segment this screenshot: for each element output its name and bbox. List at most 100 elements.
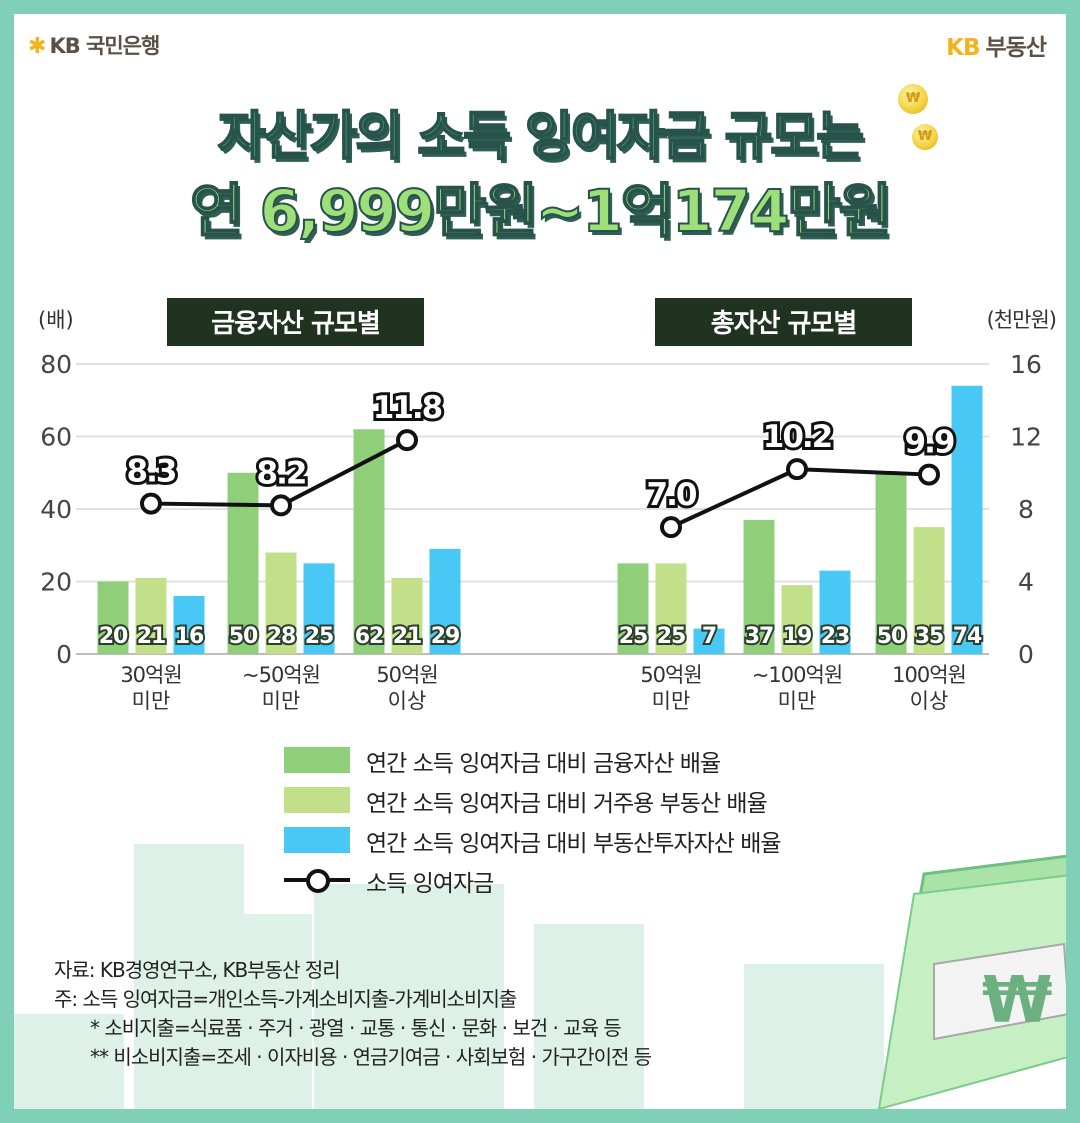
- bar: [875, 472, 907, 654]
- combo-chart: (배) (천만원) 0 20 40 60 80 0 4 8 12 16 금융자산 규모별 20 21 16 30…: [38, 298, 1057, 713]
- infographic-frame: ₩ ✱ KB 국민은행 KB 부동산 자산가의 소득 잉여자금 규모는 연 6,99…: [14, 14, 1066, 1109]
- panel-label-box: [167, 298, 424, 346]
- bar: [303, 563, 335, 654]
- coin-symbol: ₩: [905, 91, 921, 106]
- bar: [429, 548, 461, 654]
- background-building: [134, 844, 244, 1109]
- background-building: [314, 884, 504, 1109]
- background-building: [534, 924, 644, 1109]
- bar-value-label: 23: [821, 624, 850, 649]
- category-label: ~100억원: [752, 663, 842, 687]
- category-label: 이상: [910, 689, 949, 713]
- kb-realty-logo: KB 부동산: [946, 28, 1047, 62]
- surplus-point: [786, 458, 808, 481]
- bar: [951, 385, 983, 654]
- background-building: [14, 1014, 124, 1109]
- left-tick-label: 40: [40, 495, 72, 524]
- consumption-note: * 소비지출=식료품 · 주거 · 광열 · 교통 · 통신 · 문화 · 보건…: [90, 1016, 622, 1040]
- category-label: 미만: [132, 689, 171, 713]
- panel-label: 총자산 규모별: [711, 309, 857, 339]
- right-tick-label: 4: [1018, 568, 1034, 597]
- coin-icon: ₩: [898, 84, 928, 114]
- realty-logo-kb: KB: [946, 35, 980, 61]
- bar-value-label: 7: [702, 624, 716, 649]
- bar-value-label: 28: [267, 624, 296, 649]
- surplus-point: [660, 516, 682, 539]
- left-tick-label: 60: [40, 423, 72, 452]
- surplus-value-label: 8.2: [257, 455, 306, 491]
- title-line-2: 연 6,999만원~1억174만원: [189, 176, 893, 246]
- category-label: 이상: [388, 689, 427, 713]
- legend-dot-marker: [306, 869, 330, 893]
- category-label: 50억원: [640, 663, 701, 687]
- bar: [135, 577, 167, 654]
- surplus-point: [140, 492, 162, 515]
- surplus-value-label: 11.8: [373, 390, 442, 426]
- category-label: 미만: [262, 689, 301, 713]
- kb-star-icon: ✱: [28, 34, 46, 59]
- surplus-point: [396, 429, 418, 452]
- bar: [743, 519, 775, 654]
- bar-value-label: 50: [877, 624, 906, 649]
- right-axis-unit: (천만원): [987, 308, 1056, 332]
- non-consumption-note: ** 비소비지출=조세 · 이자비용 · 연금기여금 · 사회보험 · 가구간이…: [90, 1045, 652, 1069]
- bar: [781, 585, 813, 654]
- legend-swatch-investment: [284, 827, 350, 853]
- left-axis-unit: (배): [38, 308, 74, 332]
- legend-swatch-financial: [284, 747, 350, 773]
- bar: [173, 596, 205, 654]
- bar-value-label: 20: [99, 624, 128, 649]
- panel-label-box: [655, 298, 912, 346]
- bar: [265, 552, 297, 654]
- kb-kookmin-bank-logo: ✱ KB 국민은행: [28, 30, 160, 60]
- category-label: 100억원: [892, 663, 966, 687]
- surplus-point: [918, 463, 940, 486]
- source-note: 자료: KB경영연구소, KB부동산 정리: [54, 958, 341, 982]
- bar: [655, 563, 687, 654]
- bar-value-label: 62: [355, 624, 384, 649]
- title-line-1: 자산가의 소득 잉여자금 규모는: [217, 106, 865, 168]
- right-tick-label: 8: [1018, 495, 1034, 524]
- bar-value-label: 29: [431, 624, 460, 649]
- category-label: 50억원: [376, 663, 437, 687]
- surplus-value-label: 8.3: [127, 454, 176, 490]
- legend-swatch-housing: [284, 787, 350, 813]
- left-tick-label: 20: [40, 568, 72, 597]
- left-tick-label: 80: [40, 350, 72, 379]
- bar: [693, 628, 725, 654]
- definition-note: 주: 소득 잉여자금=개인소득-가계소비지출-가계비소비지출: [54, 987, 517, 1011]
- legend-label: 연간 소득 잉여자금 대비 부동산투자자산 배율: [366, 831, 782, 857]
- surplus-value-label: 10.2: [763, 419, 832, 455]
- bar-value-label: 21: [393, 624, 422, 649]
- footnotes: 자료: KB경영연구소, KB부동산 정리 주: 소득 잉여자금=개인소득-가계…: [54, 956, 652, 1072]
- surplus-value-label: 9.9: [905, 425, 954, 461]
- bar: [391, 577, 423, 654]
- bar-value-label: 50: [229, 624, 258, 649]
- bar-value-label: 37: [745, 624, 774, 649]
- right-tick-label: 0: [1018, 640, 1034, 669]
- bar: [353, 429, 385, 654]
- category-label: ~50억원: [242, 663, 320, 687]
- bar: [913, 527, 945, 654]
- background-building: [744, 964, 884, 1109]
- bank-logo-text: KB 국민은행: [49, 34, 160, 58]
- bar-value-label: 74: [953, 624, 982, 649]
- right-tick-label: 12: [1010, 423, 1042, 452]
- bar-value-label: 19: [783, 624, 812, 649]
- legend-label: 연간 소득 잉여자금 대비 금융자산 배율: [366, 751, 721, 777]
- category-label: 미만: [778, 689, 817, 713]
- legend-label: 연간 소득 잉여자금 대비 거주용 부동산 배율: [366, 791, 768, 817]
- bar-value-label: 21: [137, 624, 166, 649]
- bar: [97, 581, 129, 654]
- category-label: 30억원: [120, 663, 181, 687]
- bar: [819, 570, 851, 654]
- money-bundle-icon: ₩: [877, 854, 1066, 1109]
- surplus-point: [270, 494, 292, 517]
- legend-label: 소득 잉여자금: [366, 871, 494, 897]
- bar-value-label: 35: [915, 624, 944, 649]
- money-symbol: ₩: [982, 964, 1053, 1038]
- realty-logo-name: 부동산: [985, 35, 1047, 61]
- right-tick-label: 16: [1010, 350, 1042, 379]
- category-label: 미만: [652, 689, 691, 713]
- bar-value-label: 25: [657, 624, 686, 649]
